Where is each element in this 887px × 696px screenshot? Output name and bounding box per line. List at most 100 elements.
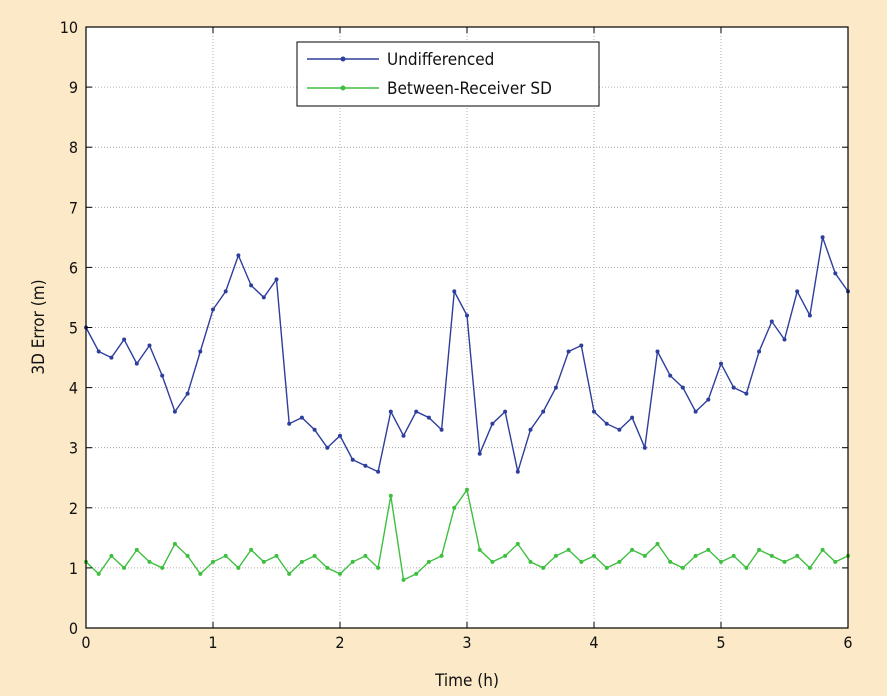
data-point xyxy=(604,565,609,570)
data-point xyxy=(274,277,279,282)
data-point xyxy=(198,349,203,354)
data-point xyxy=(782,337,787,342)
data-point xyxy=(414,409,419,414)
data-point xyxy=(236,565,241,570)
data-point xyxy=(338,433,342,438)
data-point xyxy=(160,373,165,378)
data-point xyxy=(185,553,190,558)
data-point xyxy=(134,547,139,552)
y-tick-label: 5 xyxy=(69,319,78,338)
data-point xyxy=(477,451,482,456)
data-point xyxy=(680,565,685,570)
data-point xyxy=(312,427,317,432)
data-point xyxy=(249,547,254,552)
data-point xyxy=(693,553,698,558)
data-point xyxy=(223,289,228,294)
data-point xyxy=(592,553,596,558)
data-point xyxy=(553,553,558,558)
data-point xyxy=(299,415,304,420)
data-point xyxy=(376,469,381,474)
data-point xyxy=(592,409,596,414)
data-point xyxy=(325,565,330,570)
data-point xyxy=(452,505,457,510)
data-point xyxy=(757,349,762,354)
data-point xyxy=(490,421,495,426)
data-point xyxy=(604,421,609,426)
data-point xyxy=(719,361,723,366)
legend-entry-label: Undifferenced xyxy=(387,50,494,70)
y-tick-label: 10 xyxy=(60,18,78,37)
y-tick-label: 0 xyxy=(69,619,78,638)
legend-swatch-marker xyxy=(340,56,346,62)
data-point xyxy=(439,427,444,432)
data-point xyxy=(833,271,838,276)
data-point xyxy=(553,385,558,390)
data-point xyxy=(477,547,482,552)
data-point xyxy=(655,349,660,354)
data-point xyxy=(147,343,152,348)
data-point xyxy=(769,553,774,558)
data-point xyxy=(376,565,381,570)
data-point xyxy=(452,289,457,294)
data-point xyxy=(172,541,177,546)
data-point xyxy=(401,577,406,582)
data-point xyxy=(363,463,368,468)
data-point xyxy=(388,493,393,498)
data-point xyxy=(211,307,215,312)
x-tick-label: 0 xyxy=(81,633,90,652)
y-tick-label: 7 xyxy=(69,198,78,217)
data-point xyxy=(287,421,292,426)
legend-box xyxy=(296,41,600,107)
data-point xyxy=(211,559,215,564)
data-point xyxy=(122,565,127,570)
x-tick-label: 5 xyxy=(716,633,725,652)
data-point xyxy=(744,565,749,570)
data-point xyxy=(566,349,571,354)
y-tick-label: 1 xyxy=(69,559,78,578)
data-point xyxy=(465,313,469,318)
data-point xyxy=(617,559,622,564)
legend: Undifferenced Between-Receiver SD xyxy=(296,41,600,107)
data-point xyxy=(795,289,800,294)
data-point xyxy=(668,559,673,564)
data-point xyxy=(617,427,622,432)
data-point xyxy=(579,343,584,348)
data-point xyxy=(338,571,342,576)
data-point xyxy=(160,565,165,570)
data-point xyxy=(350,559,355,564)
axis-ticks: 0 1 2 3 4 5 6 0 1 2 3 4 5 6 7 8 9 10 xyxy=(60,18,853,652)
data-point xyxy=(350,457,355,462)
data-point xyxy=(731,553,736,558)
data-point xyxy=(185,391,190,396)
data-point xyxy=(719,559,723,564)
data-point xyxy=(642,553,647,558)
data-point xyxy=(490,559,495,564)
data-point xyxy=(769,319,774,324)
data-point xyxy=(528,427,533,432)
x-tick-label: 3 xyxy=(462,633,471,652)
series-layer xyxy=(84,235,850,582)
data-point xyxy=(287,571,292,576)
data-point xyxy=(820,547,825,552)
data-point xyxy=(680,385,685,390)
legend-entry-label: Between-Receiver SD xyxy=(387,79,552,99)
data-point xyxy=(249,283,254,288)
x-axis-label: Time (h) xyxy=(434,671,499,691)
data-point xyxy=(147,559,152,564)
data-point xyxy=(731,385,736,390)
data-point xyxy=(261,559,266,564)
data-point xyxy=(782,559,787,564)
data-point xyxy=(426,559,431,564)
y-tick-label: 9 xyxy=(69,78,78,97)
data-point xyxy=(465,487,469,492)
data-point xyxy=(363,553,368,558)
x-tick-label: 1 xyxy=(208,633,217,652)
y-tick-label: 6 xyxy=(69,258,78,277)
data-point xyxy=(541,565,546,570)
data-point xyxy=(515,469,520,474)
data-point xyxy=(439,553,444,558)
data-point xyxy=(642,445,647,450)
data-point xyxy=(833,559,838,564)
data-point xyxy=(807,313,812,318)
x-tick-label: 2 xyxy=(335,633,344,652)
